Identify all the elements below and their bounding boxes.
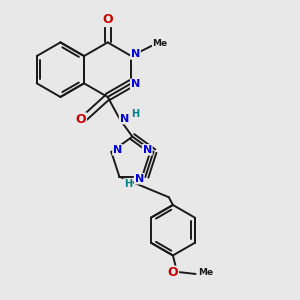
Text: N: N bbox=[142, 145, 152, 155]
Text: H: H bbox=[124, 179, 132, 189]
Text: N: N bbox=[131, 80, 140, 89]
Text: N: N bbox=[131, 49, 140, 59]
Text: O: O bbox=[168, 266, 178, 279]
Text: N: N bbox=[113, 145, 122, 155]
Text: H: H bbox=[131, 110, 140, 119]
Text: Me: Me bbox=[153, 39, 168, 48]
Text: Me: Me bbox=[198, 268, 213, 278]
Text: N: N bbox=[119, 114, 129, 124]
Text: O: O bbox=[76, 113, 86, 126]
Text: N: N bbox=[135, 174, 144, 184]
Text: O: O bbox=[102, 13, 113, 26]
